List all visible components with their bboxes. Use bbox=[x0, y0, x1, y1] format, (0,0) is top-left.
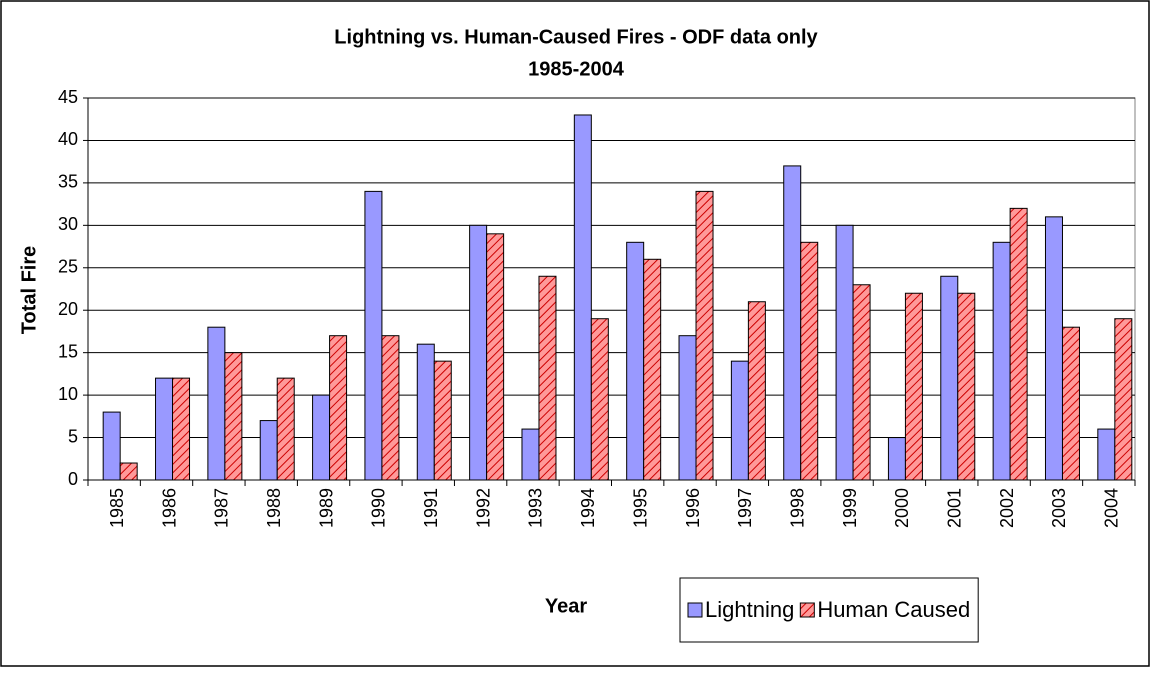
bar bbox=[573, 114, 592, 481]
x-tick-label: 1985 bbox=[107, 488, 127, 528]
bar bbox=[783, 165, 802, 481]
bar bbox=[678, 335, 697, 481]
x-tick-label: 2001 bbox=[945, 488, 965, 528]
x-tick-label: 1989 bbox=[316, 488, 336, 528]
bar bbox=[643, 258, 662, 481]
chart-subtitle: 1985-2004 bbox=[528, 58, 625, 80]
bar bbox=[590, 318, 609, 481]
bar bbox=[102, 411, 121, 481]
bar bbox=[119, 462, 138, 481]
y-tick-label: 10 bbox=[58, 384, 78, 404]
bar bbox=[172, 377, 191, 481]
x-tick-label: 1987 bbox=[212, 488, 232, 528]
x-tick-label: 1999 bbox=[840, 488, 860, 528]
x-axis-label: Year bbox=[545, 595, 587, 617]
bar bbox=[486, 233, 505, 481]
bar bbox=[469, 224, 488, 481]
bar bbox=[521, 428, 540, 481]
y-tick-label: 20 bbox=[58, 299, 78, 319]
x-tick-label: 1994 bbox=[578, 488, 598, 528]
x-tick-label: 1996 bbox=[683, 488, 703, 528]
bar bbox=[852, 284, 871, 481]
bar bbox=[1114, 318, 1133, 481]
y-axis-label: Total Fire bbox=[18, 246, 40, 335]
x-tick-label: 1988 bbox=[264, 488, 284, 528]
bar bbox=[1061, 326, 1080, 481]
bar bbox=[416, 343, 435, 481]
bar bbox=[538, 275, 557, 481]
x-tick-label: 1991 bbox=[421, 488, 441, 528]
bar bbox=[887, 437, 906, 481]
bar bbox=[224, 352, 243, 481]
chart-title: Lightning vs. Human-Caused Fires - ODF d… bbox=[334, 26, 818, 48]
bar bbox=[381, 335, 400, 481]
y-tick-label: 0 bbox=[68, 469, 78, 489]
y-tick-label: 45 bbox=[58, 87, 78, 107]
bar bbox=[207, 326, 226, 481]
bar bbox=[626, 241, 645, 481]
legend-swatch bbox=[799, 602, 815, 618]
x-tick-label: 2004 bbox=[1102, 488, 1122, 528]
y-tick-label: 30 bbox=[58, 214, 78, 234]
legend-swatch bbox=[687, 602, 703, 618]
bar bbox=[957, 292, 976, 481]
x-tick-label: 1997 bbox=[735, 488, 755, 528]
bar bbox=[1044, 216, 1063, 481]
bar bbox=[259, 420, 278, 481]
bar bbox=[155, 377, 174, 481]
bar bbox=[312, 394, 331, 481]
x-tick-label: 2002 bbox=[997, 488, 1017, 528]
bar bbox=[364, 190, 383, 481]
bar bbox=[276, 377, 295, 481]
x-tick-label: 1990 bbox=[369, 488, 389, 528]
x-tick-label: 2003 bbox=[1049, 488, 1069, 528]
x-tick-label: 1993 bbox=[526, 488, 546, 528]
bar bbox=[992, 241, 1011, 481]
y-tick-label: 35 bbox=[58, 172, 78, 192]
bar bbox=[1097, 428, 1116, 481]
x-tick-label: 1986 bbox=[159, 488, 179, 528]
legend-label: Lightning bbox=[705, 597, 794, 622]
legend-box bbox=[679, 577, 979, 643]
bar bbox=[433, 360, 452, 481]
legend-label: Human Caused bbox=[817, 597, 970, 622]
x-tick-label: 1992 bbox=[473, 488, 493, 528]
bar bbox=[835, 224, 854, 481]
bar bbox=[940, 275, 959, 481]
bar bbox=[904, 292, 923, 481]
plot-area bbox=[87, 97, 1136, 481]
x-tick-label: 1998 bbox=[787, 488, 807, 528]
y-tick-label: 5 bbox=[68, 426, 78, 446]
x-tick-label: 2000 bbox=[892, 488, 912, 528]
bar bbox=[329, 335, 348, 481]
y-tick-label: 40 bbox=[58, 129, 78, 149]
bar bbox=[747, 301, 766, 481]
bar bbox=[800, 241, 819, 481]
bar bbox=[695, 190, 714, 481]
bar bbox=[730, 360, 749, 481]
y-tick-label: 25 bbox=[58, 257, 78, 277]
bar bbox=[1009, 207, 1028, 481]
x-tick-label: 1995 bbox=[630, 488, 650, 528]
y-tick-label: 15 bbox=[58, 341, 78, 361]
